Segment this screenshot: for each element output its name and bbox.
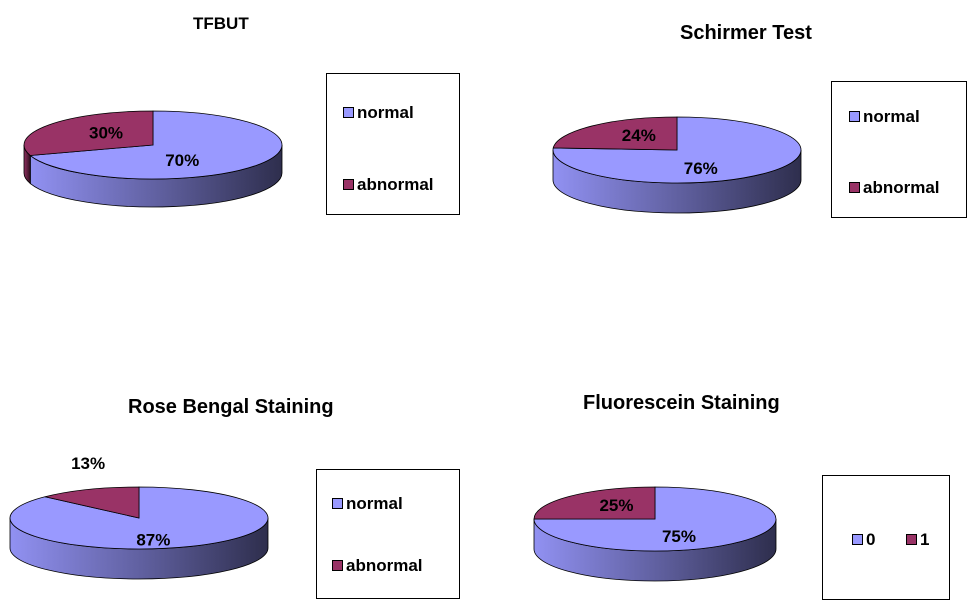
chart-fluorescein-staining: Fluorescein Staining 75% 25% 0 1 xyxy=(490,300,967,600)
pie-plot: 87% 13% xyxy=(9,454,269,580)
legend-swatch-normal xyxy=(849,111,860,122)
pie-slice-abnormal xyxy=(44,486,140,519)
legend-swatch-normal xyxy=(343,107,354,118)
legend-item-1: abnormal xyxy=(849,178,940,198)
chart-schirmer-test: Schirmer Test 76% 24% normal abnormal xyxy=(490,0,967,297)
legend-item-0: 0 xyxy=(852,530,875,550)
legend-item-1: 1 xyxy=(906,530,929,550)
legend-swatch-abnormal xyxy=(343,179,354,190)
legend-swatch-1 xyxy=(906,534,917,545)
pie-slice-1 xyxy=(533,486,656,520)
data-label-abnormal: 13% xyxy=(71,454,105,473)
chart-title: Fluorescein Staining xyxy=(583,392,780,414)
chart-rose-bengal-staining: Rose Bengal Staining 87% 13% normal abnor… xyxy=(0,300,480,599)
legend-item-0: normal xyxy=(343,103,414,123)
legend-swatch-normal xyxy=(332,498,343,509)
legend: normal abnormal xyxy=(831,81,967,218)
legend-swatch-abnormal xyxy=(332,560,343,571)
legend-item-0: normal xyxy=(849,107,920,127)
data-label-normal: 87% xyxy=(136,530,170,549)
chart-title: TFBUT xyxy=(193,14,249,33)
pie-plot: 75% 25% xyxy=(533,486,777,582)
legend-swatch-abnormal xyxy=(849,182,860,193)
pie-plot: 70% 30% xyxy=(23,110,283,208)
pie-slice-abnormal xyxy=(23,110,154,156)
pie-slice-normal xyxy=(29,110,283,180)
chart-title: Schirmer Test xyxy=(680,22,812,44)
legend: normal abnormal xyxy=(326,73,460,215)
legend-item-1: abnormal xyxy=(332,556,423,576)
legend-item-1: abnormal xyxy=(343,175,434,195)
pie-slice-abnormal xyxy=(552,116,678,151)
data-label-0: 75% xyxy=(662,527,696,546)
data-label-1: 25% xyxy=(599,496,633,515)
chart-tfbut: TFBUT 70% 30% normal abnormal xyxy=(0,0,480,297)
legend-item-0: normal xyxy=(332,494,403,514)
legend-swatch-0 xyxy=(852,534,863,545)
data-label-abnormal: 30% xyxy=(89,124,123,143)
data-label-normal: 70% xyxy=(165,151,199,170)
data-label-abnormal: 24% xyxy=(622,126,656,145)
data-label-normal: 76% xyxy=(684,159,718,178)
pie-plot: 76% 24% xyxy=(552,116,802,214)
legend: 0 1 xyxy=(822,475,950,600)
legend: normal abnormal xyxy=(316,469,460,599)
chart-title: Rose Bengal Staining xyxy=(128,396,334,418)
